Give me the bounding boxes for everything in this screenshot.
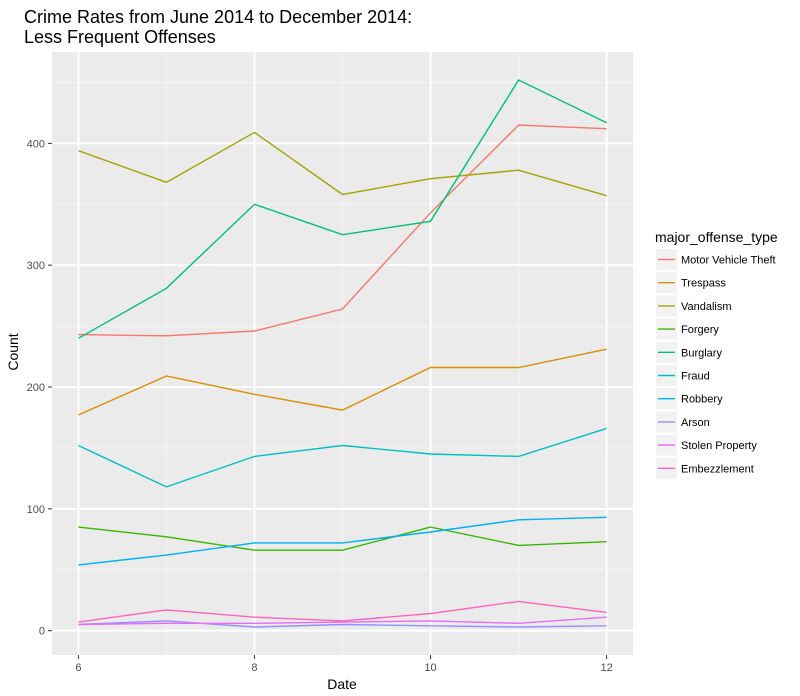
x-axis-title: Date xyxy=(327,676,357,692)
series-line-arson xyxy=(78,620,607,628)
legend-label-robbery: Robbery xyxy=(681,394,723,406)
x-tick-label: 12 xyxy=(600,662,612,674)
major-gridlines xyxy=(52,52,633,655)
y-tick-label: 100 xyxy=(27,504,45,516)
legend-label-stolen-property: Stolen Property xyxy=(681,440,757,452)
x-tick-label: 6 xyxy=(75,662,81,674)
y-tick-label: 0 xyxy=(39,626,45,638)
chart-title-line-1: Crime Rates from June 2014 to December 2… xyxy=(24,7,412,27)
y-tick-label: 300 xyxy=(27,260,45,272)
series-line-vandalism xyxy=(78,131,607,197)
legend-label-burglary: Burglary xyxy=(681,347,722,359)
series-line-stolen-property xyxy=(78,616,607,626)
legend-label-arson: Arson xyxy=(681,417,710,429)
legend-label-fraud: Fraud xyxy=(681,371,710,383)
legend: major_offense_type Motor Vehicle Theft Tr… xyxy=(655,229,778,479)
series-line-forgery xyxy=(78,526,607,551)
series-lines xyxy=(78,79,607,628)
y-tick-label: 400 xyxy=(27,138,45,150)
series-line-fraud xyxy=(78,427,607,488)
y-axis-title: Count xyxy=(5,333,21,370)
legend-label-motor-vehicle-theft: Motor Vehicle Theft xyxy=(681,255,776,267)
y-tick-label: 200 xyxy=(27,382,45,394)
minor-gridlines xyxy=(52,52,633,655)
y-axis: 0 100 200 300 400 xyxy=(27,138,52,638)
chart-title-line-2: Less Frequent Offenses xyxy=(24,27,216,47)
legend-label-embezzlement: Embezzlement xyxy=(681,463,754,475)
x-axis: 6 8 10 12 xyxy=(75,655,613,674)
legend-label-vandalism: Vandalism xyxy=(681,301,732,313)
series-line-robbery xyxy=(78,516,607,566)
series-line-burglary xyxy=(78,79,607,339)
legend-label-forgery: Forgery xyxy=(681,324,719,336)
series-line-embezzlement xyxy=(78,600,607,623)
series-line-trespass xyxy=(78,348,607,416)
series-line-motor-vehicle-theft xyxy=(78,124,607,337)
chart-title: Crime Rates from June 2014 to December 2… xyxy=(24,7,412,47)
legend-label-trespass: Trespass xyxy=(681,278,726,290)
x-tick-label: 10 xyxy=(424,662,436,674)
x-tick-label: 8 xyxy=(251,662,257,674)
legend-title: major_offense_type xyxy=(655,229,778,245)
